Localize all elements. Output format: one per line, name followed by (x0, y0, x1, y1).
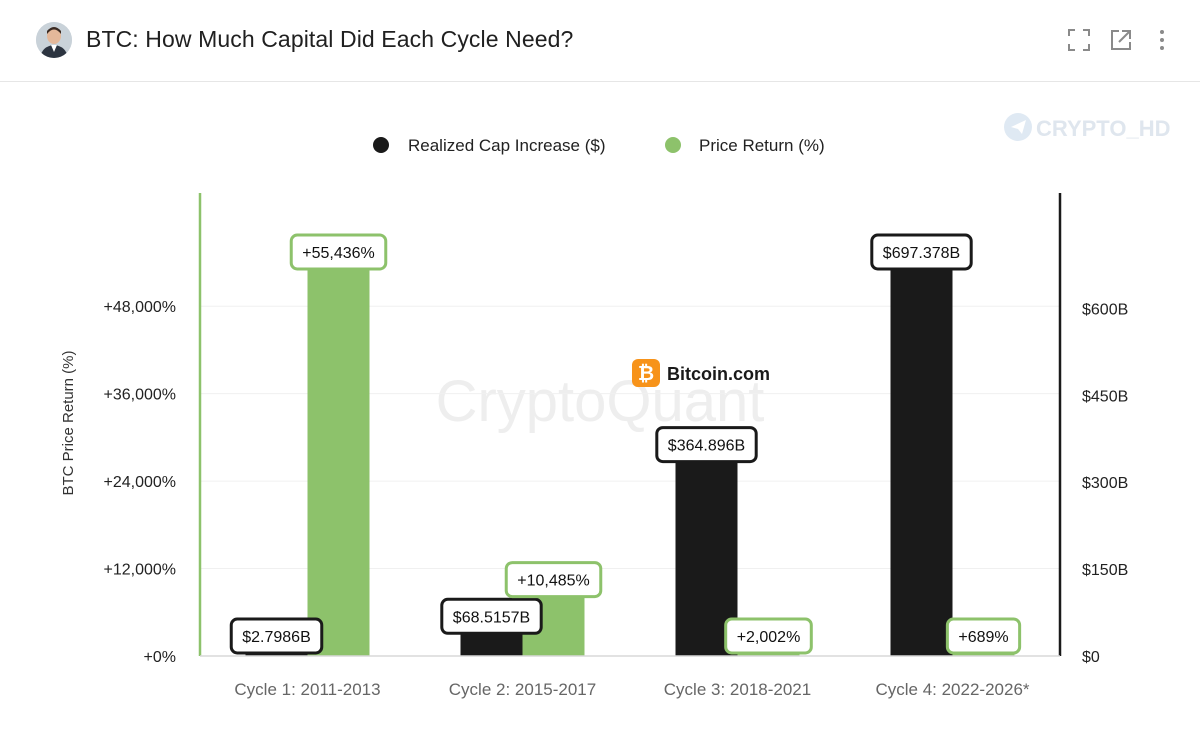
y-tick-label-right: $600B (1082, 301, 1128, 318)
brand-watermark: CRYPTO_HD (1004, 113, 1170, 141)
x-tick-label: Cycle 1: 2011-2013 (234, 680, 380, 699)
data-labels: $2.7986B +55,436% $68.5157B +10,485% $364.89… (229, 233, 1022, 655)
legend-item-price-return[interactable]: Price Return (%) (665, 136, 825, 155)
x-tick-label: Cycle 2: 2015-2017 (449, 680, 596, 699)
center-watermark: CryptoQuant (436, 369, 765, 434)
svg-text:$68.5157B: $68.5157B (453, 609, 530, 626)
data-label-realized-cap: $68.5157B (440, 597, 543, 635)
bar-realized-cap[interactable] (890, 252, 953, 656)
y-tick-label-left: +48,000% (103, 299, 176, 316)
page-title: BTC: How Much Capital Did Each Cycle Nee… (86, 26, 574, 52)
x-tick-label: Cycle 4: 2022-2026* (875, 680, 1029, 699)
y-tick-label-left: +0% (144, 649, 176, 666)
svg-text:$2.7986B: $2.7986B (242, 629, 311, 646)
y-tick-label-left: +12,000% (103, 562, 176, 579)
axes: +0% +12,000% +24,000% +36,000% +48,000% $0 $15… (103, 193, 1128, 699)
bar-realized-cap[interactable] (245, 654, 308, 656)
y-tick-label-left: +24,000% (103, 474, 176, 491)
author-avatar[interactable] (36, 22, 72, 58)
data-label-realized-cap: $697.378B (870, 233, 973, 271)
svg-text:+10,485%: +10,485% (517, 573, 590, 590)
data-label-price-return: +689% (945, 617, 1022, 655)
svg-text:+689%: +689% (958, 629, 1008, 646)
y-tick-label-right: $150B (1082, 562, 1128, 579)
data-label-realized-cap: $364.896B (655, 426, 758, 464)
brand-watermark-text: CRYPTO_HD (1036, 116, 1170, 141)
x-tick-label: Cycle 3: 2018-2021 (664, 680, 811, 699)
bitcoin-com-logo-text: Bitcoin.com (667, 364, 770, 384)
bars (245, 252, 1015, 656)
svg-text:+2,002%: +2,002% (737, 629, 801, 646)
legend-item-realized-cap[interactable]: Realized Cap Increase ($) (373, 136, 605, 155)
more-vertical-icon[interactable] (1150, 27, 1174, 53)
legend-swatch-realized-cap (373, 137, 389, 153)
bitcoin-logo-glyph: ₿ (638, 363, 654, 385)
legend-swatch-price-return (665, 137, 681, 153)
legend-label-price-return: Price Return (%) (699, 136, 825, 155)
data-label-price-return: +55,436% (289, 233, 388, 271)
svg-text:$697.378B: $697.378B (883, 245, 960, 262)
y-tick-label-right: $450B (1082, 388, 1128, 405)
external-link-icon[interactable] (1108, 27, 1134, 53)
data-label-price-return: +2,002% (724, 617, 813, 655)
y-tick-label-left: +36,000% (103, 387, 176, 404)
y-tick-label-right: $0 (1082, 649, 1100, 666)
data-label-price-return: +10,485% (504, 561, 603, 599)
legend-label-realized-cap: Realized Cap Increase ($) (408, 136, 605, 155)
y-tick-label-right: $300B (1082, 475, 1128, 492)
chart-header: BTC: How Much Capital Did Each Cycle Nee… (0, 0, 1200, 82)
avatar-image (36, 22, 72, 58)
svg-text:+55,436%: +55,436% (302, 245, 375, 262)
expand-icon[interactable] (1066, 27, 1092, 53)
y-axis-title: BTC Price Return (%) (60, 350, 77, 495)
bar-price-return[interactable] (307, 252, 370, 656)
chart-area: CRYPTO_HD CryptoQuant Realized Cap Incre… (0, 83, 1200, 724)
legend: Realized Cap Increase ($) Price Return (… (373, 136, 825, 155)
bitcoin-com-logo: ₿ Bitcoin.com (632, 359, 770, 387)
bar-chart: CRYPTO_HD CryptoQuant Realized Cap Incre… (60, 113, 1170, 699)
data-label-realized-cap: $2.7986B (229, 617, 324, 655)
bitcoin-logo-icon (632, 359, 660, 387)
svg-text:$364.896B: $364.896B (668, 438, 745, 455)
